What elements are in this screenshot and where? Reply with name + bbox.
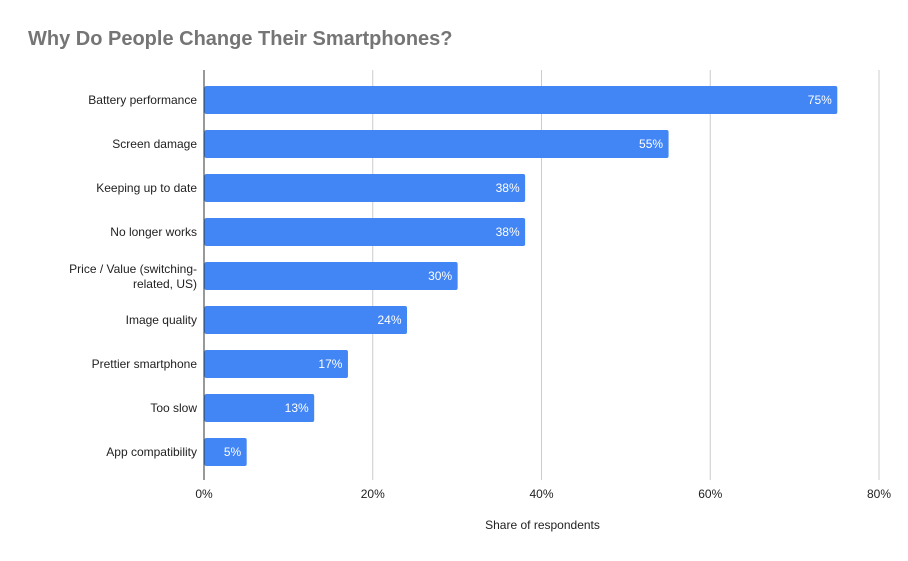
x-tick-label: 60% (698, 487, 722, 501)
bar (204, 306, 407, 334)
category-label: Keeping up to date (96, 181, 197, 195)
x-axis-label: Share of respondents (485, 518, 600, 532)
x-tick-label: 80% (867, 487, 891, 501)
category-label: App compatibility (106, 445, 197, 459)
chart-title: Why Do People Change Their Smartphones? (28, 28, 453, 50)
category-label: Battery performance (88, 93, 197, 107)
category-label: Too slow (150, 401, 197, 415)
bar (204, 350, 348, 378)
category-label: Prettier smartphone (92, 357, 198, 371)
data-label: 55% (639, 137, 663, 151)
data-label: 24% (377, 313, 401, 327)
data-label: 38% (496, 181, 520, 195)
x-tick-label: 20% (361, 487, 385, 501)
bar (204, 130, 669, 158)
category-label: No longer works (110, 225, 197, 239)
category-label: Image quality (126, 313, 197, 327)
data-label: 17% (318, 357, 342, 371)
category-label: Screen damage (112, 137, 197, 151)
category-label: related, US) (133, 277, 197, 291)
bar (204, 438, 247, 466)
x-tick-label: 40% (529, 487, 553, 501)
data-label: 5% (224, 445, 242, 459)
bar (204, 262, 458, 290)
category-label: Price / Value (switching- (69, 262, 197, 276)
data-label: 13% (285, 401, 309, 415)
data-label: 30% (428, 269, 452, 283)
bar (204, 218, 526, 246)
x-tick-label: 0% (195, 487, 213, 501)
bar (204, 86, 838, 114)
data-label: 75% (808, 93, 832, 107)
bar (204, 394, 315, 422)
data-label: 38% (496, 225, 520, 239)
bar (204, 174, 526, 202)
